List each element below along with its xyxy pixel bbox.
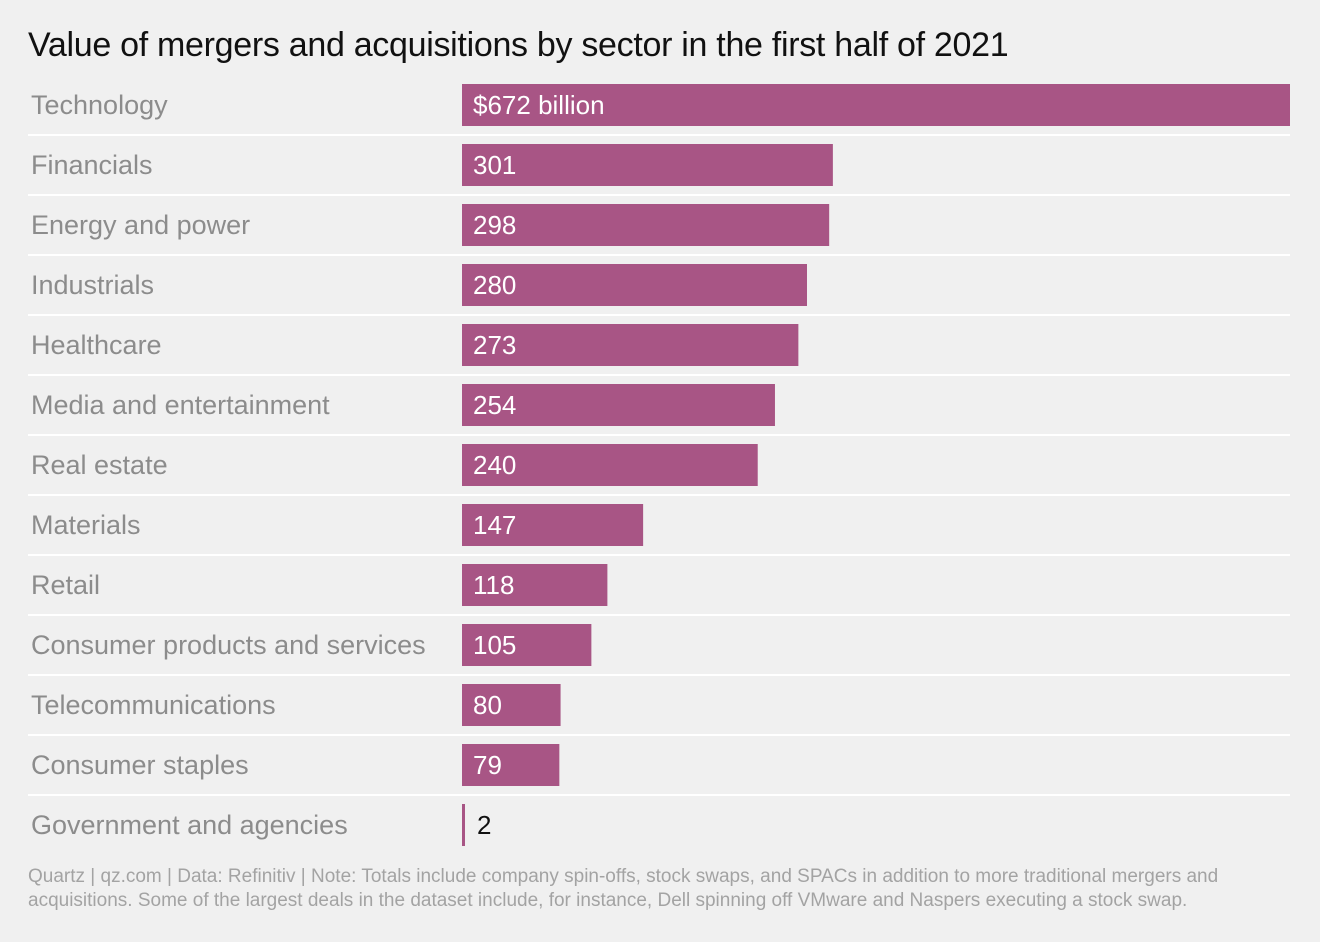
- category-label: Media and entertainment: [31, 390, 330, 420]
- value-label: 105: [473, 630, 516, 660]
- chart-footer-note: Quartz | qz.com | Data: Refinitiv | Note…: [28, 866, 1219, 911]
- value-label: 273: [473, 330, 516, 360]
- value-label: 118: [473, 570, 514, 600]
- category-label: Real estate: [31, 450, 168, 480]
- bar: [462, 324, 799, 366]
- value-label: 301: [473, 150, 516, 180]
- category-label: Industrials: [31, 270, 154, 300]
- value-label: 147: [473, 510, 516, 540]
- category-label: Government and agencies: [31, 810, 348, 840]
- bar: [462, 564, 608, 606]
- category-label: Consumer products and services: [31, 630, 426, 660]
- bar: [462, 144, 833, 186]
- category-label: Materials: [31, 510, 141, 540]
- chart-title: Value of mergers and acquisitions by sec…: [28, 26, 1009, 64]
- category-label: Consumer staples: [31, 750, 249, 780]
- bar: [462, 744, 560, 786]
- bar: [462, 444, 758, 486]
- value-label: 2: [477, 810, 491, 840]
- value-label: 254: [473, 390, 516, 420]
- category-label: Financials: [31, 150, 153, 180]
- category-label: Telecommunications: [31, 690, 276, 720]
- value-label: 298: [473, 210, 516, 240]
- category-label: Energy and power: [31, 210, 250, 240]
- category-label: Retail: [31, 570, 100, 600]
- value-label: 80: [473, 690, 502, 720]
- value-label: $672 billion: [473, 90, 605, 120]
- category-label: Healthcare: [31, 330, 162, 360]
- bar: [462, 264, 807, 306]
- bar: [462, 624, 592, 666]
- value-label: 79: [473, 750, 502, 780]
- bar: [462, 684, 561, 726]
- bar: [462, 84, 1290, 126]
- bar: [462, 804, 465, 846]
- bar: [462, 384, 775, 426]
- bar: [462, 204, 830, 246]
- value-label: 280: [473, 270, 516, 300]
- category-label: Technology: [31, 90, 168, 120]
- value-label: 240: [473, 450, 516, 480]
- bar: [462, 504, 644, 546]
